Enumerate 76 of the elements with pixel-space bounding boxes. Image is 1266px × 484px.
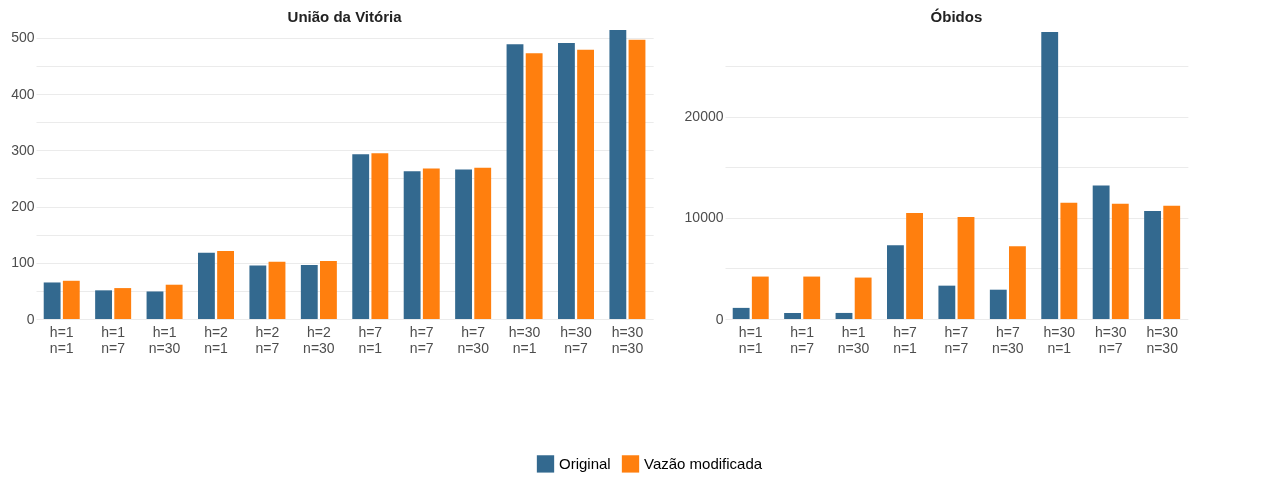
x-tick-label: h=1 n=7: [101, 323, 126, 356]
bar: [1144, 210, 1161, 319]
bar: [906, 212, 923, 319]
bar: [577, 49, 594, 319]
x-tick-label: h=7 n=1: [358, 323, 383, 356]
bar: [1009, 246, 1026, 319]
bar: [1092, 185, 1110, 319]
bar: [803, 276, 821, 319]
bar: [751, 276, 769, 319]
x-tick-label: h=2 n=30: [303, 323, 335, 356]
x-tick-label: h=1 n=30: [148, 323, 181, 356]
bar: [784, 312, 801, 319]
bar: [628, 39, 646, 319]
y-tick-label: 0: [715, 310, 724, 327]
bar: [854, 277, 872, 319]
x-tick-label: h=30 n=30: [611, 323, 644, 356]
bar: [217, 251, 234, 319]
bar: [835, 312, 853, 319]
bar: [957, 216, 975, 319]
x-tick-label: h=7 n=7: [944, 323, 969, 356]
x-tick-label: h=1 n=30: [837, 323, 870, 356]
chart-title: Óbidos: [930, 8, 983, 25]
y-tick-label: 0: [26, 310, 35, 327]
legend-label: Vazão modificada: [644, 454, 763, 472]
bar: [609, 30, 627, 319]
y-tick-label: 400: [11, 85, 35, 102]
bar: [1111, 203, 1129, 319]
x-tick-label: h=30 n=1: [1043, 323, 1076, 356]
y-tick-label: 200: [11, 198, 35, 215]
bar: [43, 282, 61, 319]
x-tick-label: h=1 n=1: [738, 323, 763, 356]
bar: [938, 285, 956, 319]
bar: [422, 168, 440, 319]
bar: [62, 280, 80, 319]
bar: [300, 265, 318, 319]
bar: [146, 291, 164, 319]
bar: [989, 289, 1007, 319]
bar: [732, 307, 750, 319]
x-tick-label: h=30 n=7: [1094, 323, 1127, 356]
bar: [887, 245, 904, 319]
bar: [474, 167, 492, 319]
bar: [558, 43, 575, 319]
x-tick-label: h=7 n=30: [457, 323, 490, 356]
x-tick-label: h=7 n=1: [893, 323, 918, 356]
y-tick-label: 100: [11, 254, 35, 271]
x-tick-label: h=1 n=7: [790, 323, 815, 356]
bar: [95, 290, 112, 319]
bar: [506, 44, 524, 319]
bar: [371, 153, 389, 319]
bar: [525, 53, 543, 319]
bar: [249, 265, 267, 319]
x-tick-label: h=30 n=1: [508, 323, 541, 356]
bar: [165, 284, 183, 319]
y-tick-label: 10000: [684, 209, 724, 226]
y-tick-label: 300: [11, 141, 35, 158]
x-tick-label: h=30 n=30: [1146, 323, 1179, 356]
x-tick-label: h=2 n=1: [204, 323, 229, 356]
bar: [1163, 205, 1181, 319]
bar: [114, 288, 132, 319]
x-tick-label: h=30 n=7: [560, 323, 592, 356]
bar: [320, 261, 337, 319]
legend-label: Original: [559, 454, 611, 472]
x-tick-label: h=7 n=7: [409, 323, 434, 356]
bar: [403, 171, 421, 319]
bar: [352, 154, 370, 319]
bar: [198, 252, 215, 319]
y-tick-label: 20000: [684, 108, 724, 125]
bar: [455, 169, 472, 319]
bar: [1041, 32, 1059, 319]
chart-title: União da Vitória: [287, 8, 403, 25]
bar: [1060, 202, 1078, 319]
x-tick-label: h=7 n=30: [992, 323, 1024, 356]
y-tick-label: 500: [11, 29, 35, 46]
x-tick-label: h=1 n=1: [49, 323, 74, 356]
x-tick-label: h=2 n=7: [255, 323, 280, 356]
bar: [268, 261, 286, 319]
